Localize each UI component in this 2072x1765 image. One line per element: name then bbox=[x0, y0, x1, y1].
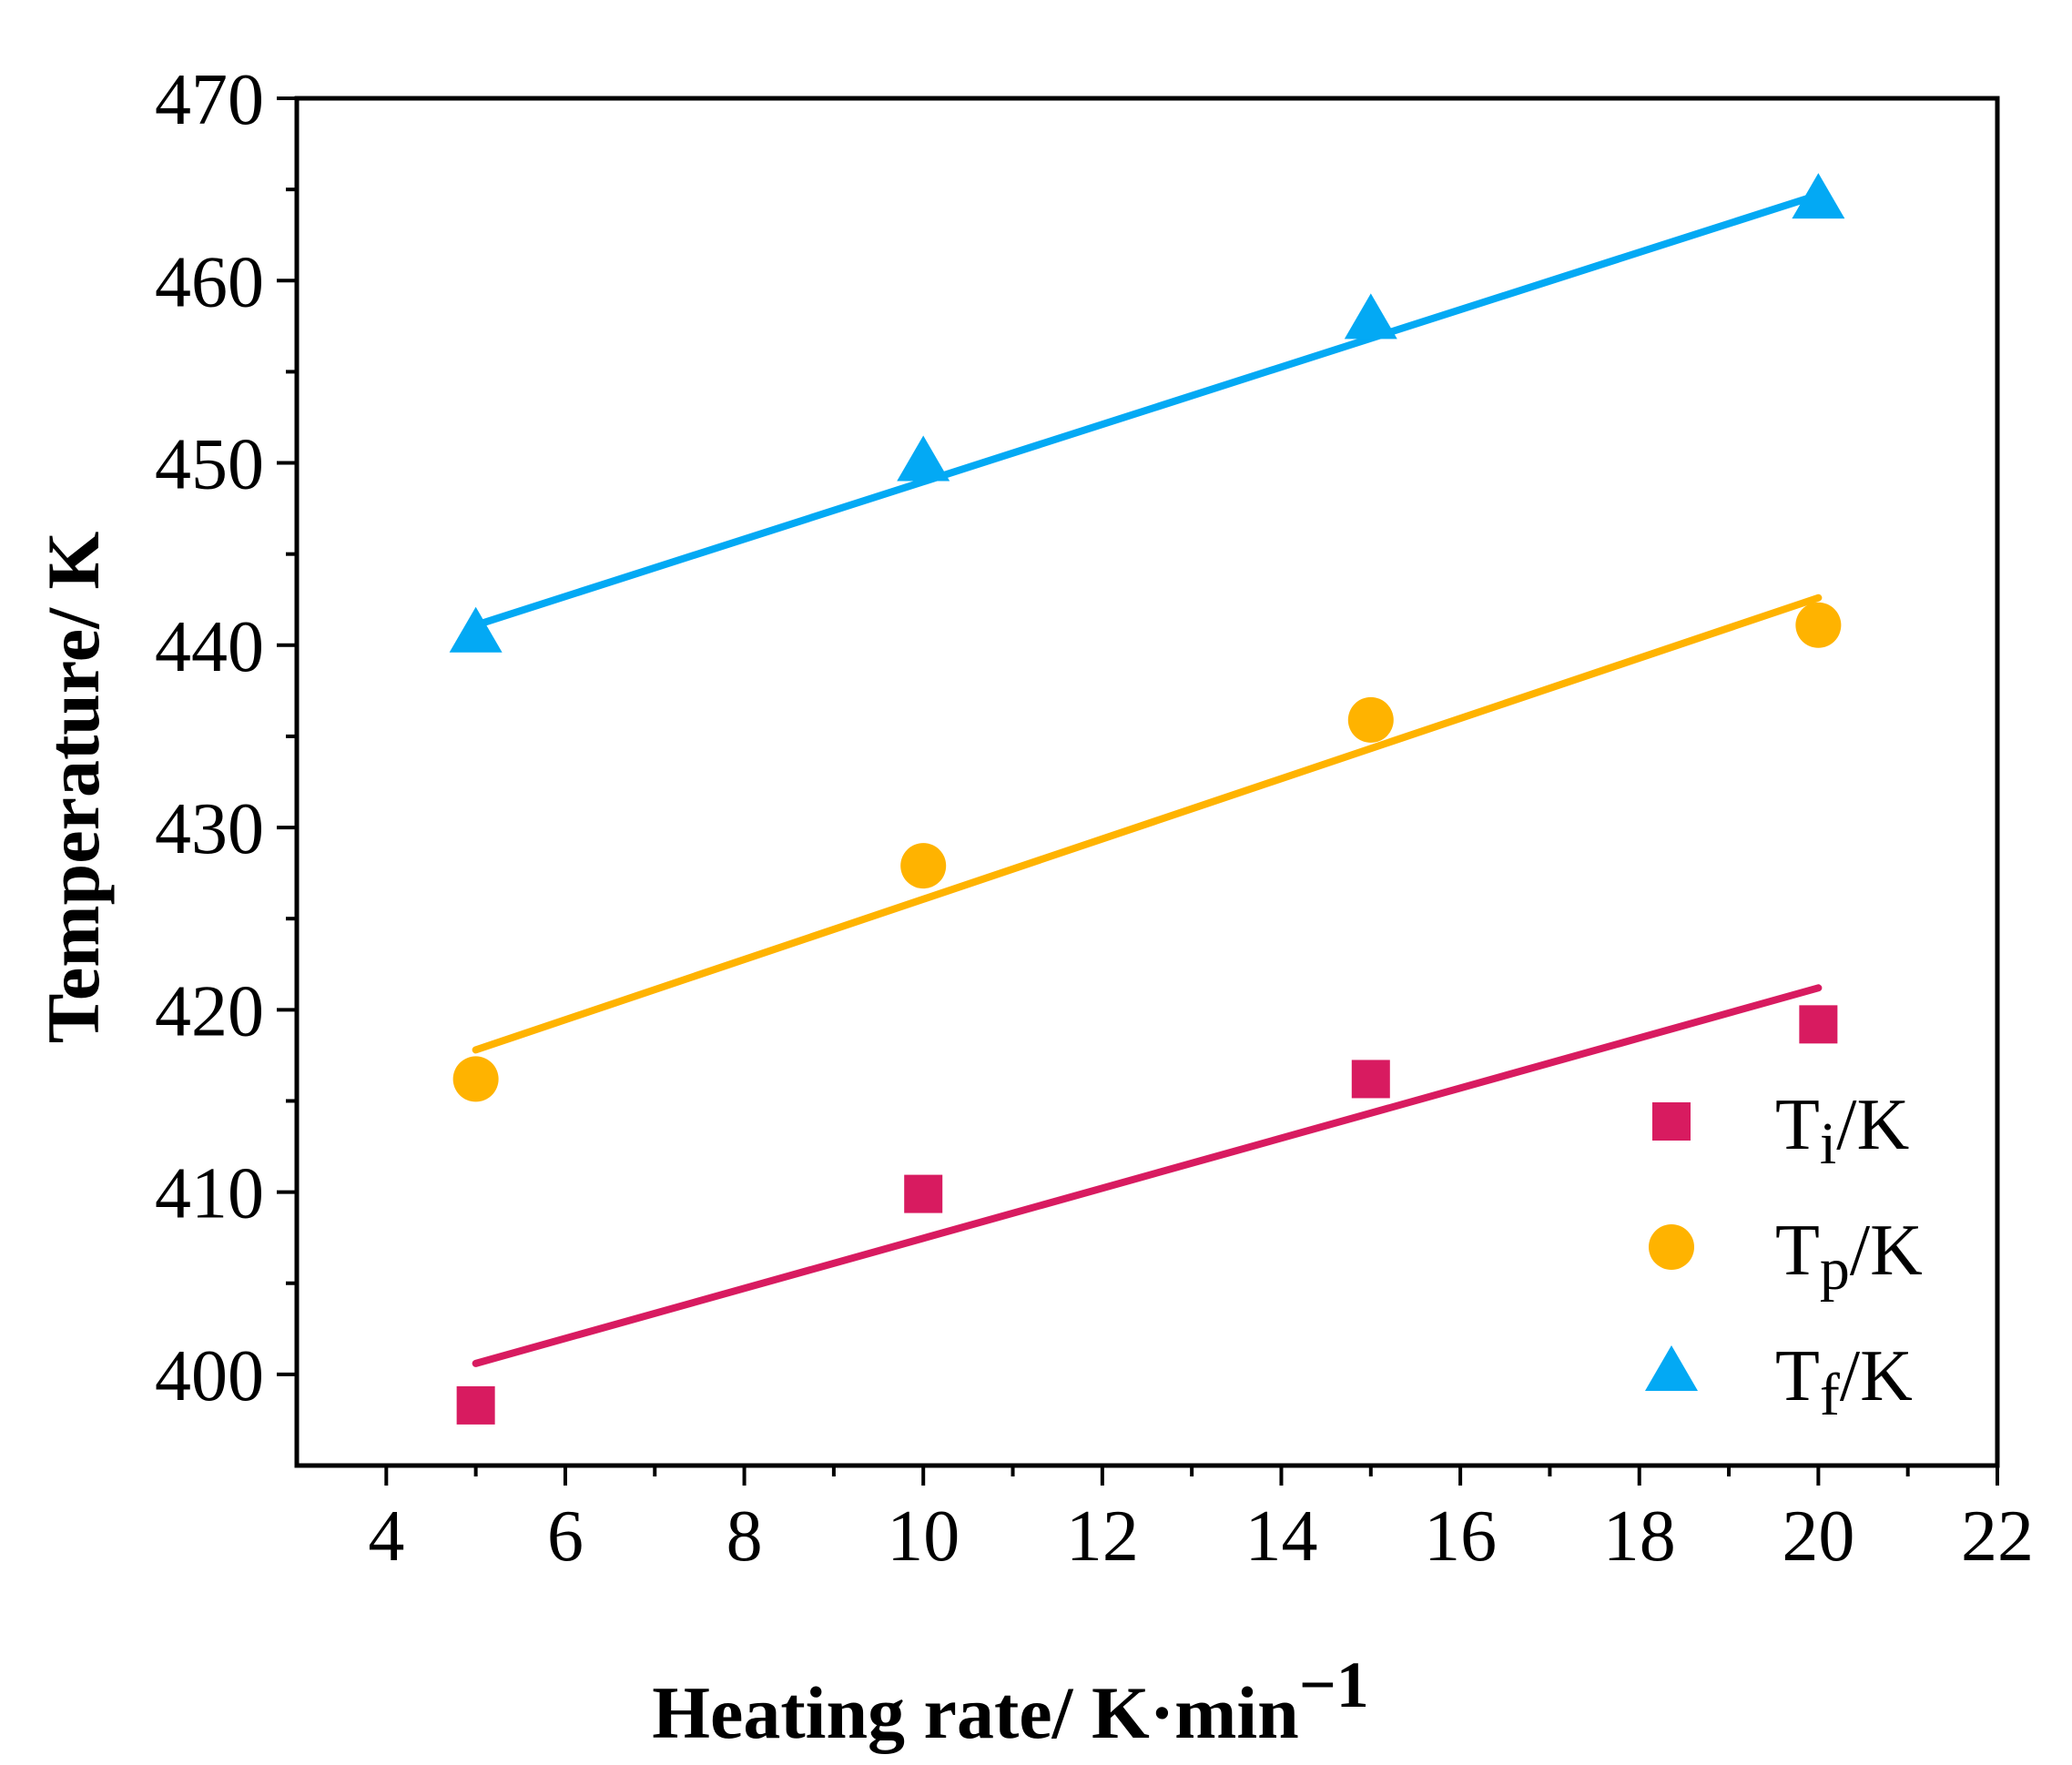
data-point-square-3 bbox=[1799, 1005, 1838, 1044]
legend: Ti/K Tp/K Tf/K bbox=[1645, 1085, 1923, 1428]
data-point-square-2 bbox=[1351, 1060, 1390, 1099]
data-point-triangle-0 bbox=[449, 606, 503, 653]
data-point-square-1 bbox=[904, 1174, 943, 1213]
legend-marker-circle bbox=[1649, 1224, 1694, 1270]
data-points bbox=[449, 173, 1845, 1425]
x-tick-label-6: 6 bbox=[547, 1496, 584, 1577]
legend-label-square: Ti/K bbox=[1775, 1085, 1909, 1177]
data-point-circle-0 bbox=[452, 1056, 499, 1102]
legend-marker-square bbox=[1652, 1102, 1691, 1141]
legend-label-circle: Tp/K bbox=[1775, 1211, 1923, 1303]
fit-line-circle bbox=[472, 593, 1823, 1054]
y-tick-label-460: 460 bbox=[155, 242, 264, 322]
legend-marker-triangle bbox=[1645, 1345, 1698, 1391]
x-tick-label-10: 10 bbox=[887, 1496, 960, 1577]
x-tick-label-18: 18 bbox=[1603, 1496, 1676, 1577]
x-tick-label-4: 4 bbox=[368, 1496, 404, 1577]
data-point-triangle-1 bbox=[897, 435, 950, 482]
y-tick-label-430: 430 bbox=[155, 789, 264, 869]
x-tick-label-22: 22 bbox=[1961, 1496, 2034, 1577]
legend-label-triangle: Tf/K bbox=[1775, 1336, 1913, 1428]
y-tick-label-400: 400 bbox=[155, 1336, 264, 1416]
data-point-triangle-2 bbox=[1344, 293, 1397, 340]
x-tick-label-12: 12 bbox=[1066, 1496, 1139, 1577]
data-point-circle-1 bbox=[900, 843, 947, 889]
x-axis-title-superscript: −1 bbox=[1299, 1648, 1369, 1721]
y-tick-label-450: 450 bbox=[155, 425, 264, 505]
axes: 4 6 8 10 12 14 16 18 20 22 400 410 420 430 440 450 460 47… bbox=[155, 60, 2034, 1577]
data-point-circle-2 bbox=[1347, 696, 1394, 743]
data-point-circle-3 bbox=[1795, 602, 1842, 648]
y-axis-title: Temperature/ K bbox=[32, 532, 115, 1044]
y-tick-label-420: 420 bbox=[155, 971, 264, 1051]
x-tick-label-8: 8 bbox=[726, 1496, 763, 1577]
y-tick-label-410: 410 bbox=[155, 1154, 264, 1234]
x-tick-label-16: 16 bbox=[1424, 1496, 1497, 1577]
data-point-square-0 bbox=[456, 1385, 495, 1425]
svg-text:Heating rate/ K·min−1: Heating rate/ K·min−1 bbox=[652, 1648, 1369, 1754]
x-tick-label-20: 20 bbox=[1782, 1496, 1854, 1577]
fit-lines bbox=[472, 191, 1823, 1367]
x-axis-title-main: Heating rate/ K·min bbox=[652, 1671, 1299, 1754]
x-axis-title: Heating rate/ K·min−1 bbox=[652, 1648, 1369, 1754]
y-tick-label-440: 440 bbox=[155, 607, 264, 687]
x-tick-label-14: 14 bbox=[1244, 1496, 1317, 1577]
data-point-triangle-3 bbox=[1792, 173, 1845, 219]
plot-frame bbox=[294, 96, 2000, 1468]
y-tick-label-470: 470 bbox=[155, 60, 264, 140]
fit-line-square bbox=[472, 984, 1823, 1367]
fit-line-triangle bbox=[472, 191, 1823, 629]
